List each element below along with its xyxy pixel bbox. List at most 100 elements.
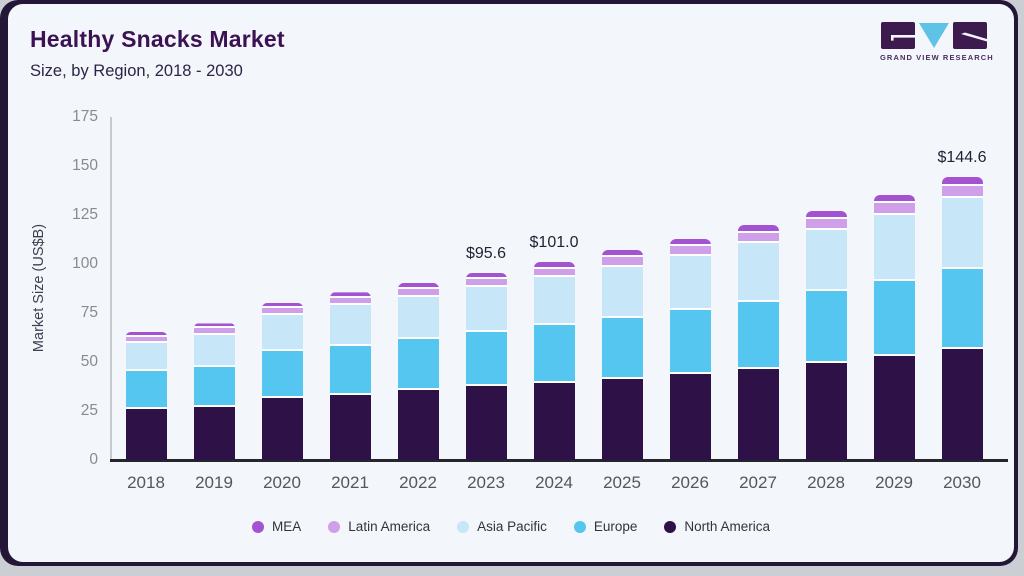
bar-segment-latin-america-2030 — [941, 185, 983, 199]
bar-segment-north-america-2023 — [465, 386, 507, 460]
bar-segment-north-america-2027 — [737, 369, 779, 460]
legend-item-north-america: North America — [664, 519, 770, 534]
logo-r-block — [953, 22, 987, 49]
y-tick-label: 125 — [72, 206, 98, 223]
bar-total-label-2030: $144.6 — [937, 148, 987, 166]
chart-card: Healthy Snacks Market Size, by Region, 2… — [8, 4, 1014, 562]
x-tick-label-2026: 2026 — [671, 473, 709, 492]
y-axis-title: Market Size (US$B) — [31, 223, 47, 353]
y-tick-label: 0 — [89, 451, 98, 468]
bar-segment-mea-2023 — [465, 272, 507, 279]
bar-segment-mea-2028 — [805, 210, 847, 219]
logo-v-triangle — [919, 23, 949, 48]
bar-segment-north-america-2025 — [601, 378, 643, 460]
bar-segment-latin-america-2024 — [533, 268, 575, 278]
legend-item-latin-america: Latin America — [328, 519, 430, 534]
y-tick-label: 100 — [72, 255, 98, 272]
bar-segment-asia-pacific-2022 — [397, 296, 439, 340]
y-tick-label: 50 — [80, 353, 98, 370]
y-axis-line — [110, 117, 112, 460]
x-tick-label-2022: 2022 — [399, 473, 437, 492]
y-tick-label: 150 — [72, 157, 98, 174]
bar-segment-asia-pacific-2030 — [941, 198, 983, 269]
logo-g-block — [881, 22, 915, 49]
legend-item-asia-pacific: Asia Pacific — [457, 519, 547, 534]
bar-total-label-2024: $101.0 — [529, 234, 579, 252]
legend-item-mea: MEA — [252, 519, 301, 534]
x-tick-label-2029: 2029 — [875, 473, 913, 492]
x-tick-label-2018: 2018 — [127, 473, 165, 492]
bar-segment-north-america-2024 — [533, 383, 575, 460]
gvr-logo-icon — [880, 22, 988, 50]
y-tick-label: 75 — [80, 304, 98, 321]
x-tick-label-2027: 2027 — [739, 473, 777, 492]
legend-dot-icon — [573, 520, 586, 533]
bar-segment-mea-2018 — [125, 332, 167, 337]
legend-dot-icon — [457, 520, 470, 533]
bar-segment-europe-2025 — [601, 318, 643, 379]
bar-segment-europe-2019 — [193, 367, 235, 408]
bar-segment-north-america-2019 — [193, 407, 235, 460]
legend-label: Europe — [593, 519, 638, 534]
bar-segment-asia-pacific-2025 — [601, 266, 643, 319]
bar-segment-mea-2030 — [941, 176, 983, 186]
page-subtitle: Size, by Region, 2018 - 2030 — [30, 62, 243, 80]
bar-segment-latin-america-2025 — [601, 257, 643, 267]
bar-segment-europe-2024 — [533, 325, 575, 384]
bar-segment-north-america-2030 — [941, 349, 983, 460]
bar-segment-asia-pacific-2020 — [261, 315, 303, 352]
bar-segment-asia-pacific-2019 — [193, 334, 235, 368]
bar-segment-latin-america-2028 — [805, 218, 847, 230]
legend-label: North America — [684, 519, 770, 534]
legend-dot-icon — [252, 520, 265, 533]
bar-segment-europe-2022 — [397, 339, 439, 391]
bar-segment-europe-2021 — [329, 346, 371, 396]
bar-segment-asia-pacific-2029 — [873, 214, 915, 282]
bar-segment-asia-pacific-2023 — [465, 286, 507, 332]
legend-label: Asia Pacific — [477, 519, 547, 534]
bar-segment-asia-pacific-2026 — [669, 255, 711, 311]
y-tick-label: 25 — [80, 402, 98, 419]
x-tick-label-2028: 2028 — [807, 473, 845, 492]
x-tick-label-2020: 2020 — [263, 473, 301, 492]
bar-segment-mea-2024 — [533, 262, 575, 269]
bar-segment-latin-america-2023 — [465, 278, 507, 287]
bar-segment-north-america-2021 — [329, 395, 371, 460]
bar-segment-north-america-2022 — [397, 390, 439, 460]
bar-segment-mea-2027 — [737, 225, 779, 233]
bar-segment-latin-america-2026 — [669, 246, 711, 256]
x-tick-label-2025: 2025 — [603, 473, 641, 492]
legend-label: MEA — [272, 519, 302, 534]
page-title: Healthy Snacks Market — [30, 26, 285, 52]
bar-segment-mea-2025 — [601, 250, 643, 258]
bar-segment-north-america-2020 — [261, 398, 303, 460]
x-tick-label-2019: 2019 — [195, 473, 233, 492]
bar-segment-asia-pacific-2024 — [533, 277, 575, 326]
legend-label: Latin America — [348, 519, 431, 534]
bar-segment-latin-america-2027 — [737, 232, 779, 244]
bar-segment-mea-2026 — [669, 239, 711, 247]
x-tick-label-2021: 2021 — [331, 473, 369, 492]
bar-segment-mea-2022 — [397, 282, 439, 289]
bar-segment-europe-2023 — [465, 331, 507, 387]
bar-segment-europe-2026 — [669, 310, 711, 375]
chart-legend: MEA Latin America Asia Pacific Europe North … — [8, 519, 1014, 534]
x-tick-label-2023: 2023 — [467, 473, 505, 492]
legend-dot-icon — [664, 520, 677, 533]
bar-segment-asia-pacific-2021 — [329, 305, 371, 347]
y-tick-label: 175 — [72, 108, 98, 125]
bar-segment-asia-pacific-2028 — [805, 229, 847, 291]
bar-segment-north-america-2029 — [873, 355, 915, 460]
legend-item-europe: Europe — [573, 519, 638, 534]
bar-segment-mea-2019 — [193, 323, 235, 329]
brand-logo-text: GRAND VIEW RESEARCH — [880, 53, 994, 62]
x-tick-label-2030: 2030 — [943, 473, 981, 492]
bar-segment-latin-america-2019 — [193, 328, 235, 335]
bar-segment-latin-america-2029 — [873, 203, 915, 215]
bar-segment-europe-2020 — [261, 351, 303, 399]
bar-segment-europe-2018 — [125, 371, 167, 409]
x-tick-label-2024: 2024 — [535, 473, 573, 492]
bar-segment-north-america-2026 — [669, 374, 711, 460]
x-axis-line — [110, 459, 1008, 462]
bar-segment-asia-pacific-2027 — [737, 243, 779, 302]
